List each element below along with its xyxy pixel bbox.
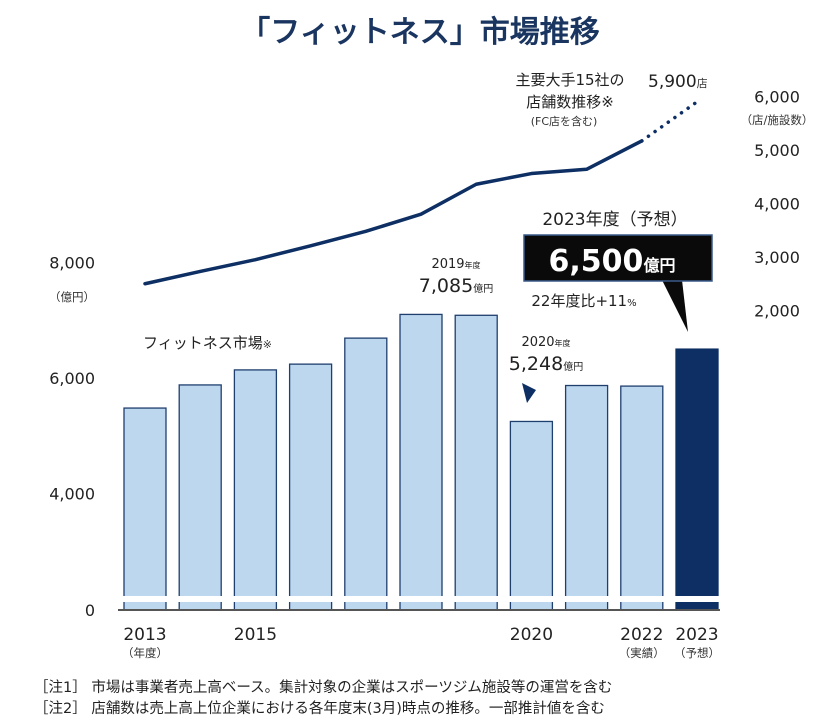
left-axis-tick: 4,000 (49, 485, 95, 504)
right-axis-tick: 3,000 (754, 248, 800, 267)
line-store-count (143, 139, 644, 286)
note-2: ［注2］ 店舗数は売上高上位企業における各年度末(3月)時点の推移。一部推計値を… (34, 701, 605, 717)
bar-2019 (454, 314, 498, 611)
line-series-note: (FC店を含む) (531, 114, 598, 128)
line-series-label-2: 店舗数推移※ (526, 93, 614, 111)
line-series-label-1: 主要大手15社の (515, 71, 624, 89)
x-tick-2023: 2023 (675, 625, 718, 645)
right-axis-tick: 5,000 (754, 141, 800, 160)
left-axis: 0 4,000 6,000 8,000 (49, 253, 95, 620)
left-axis-tick: 0 (85, 601, 95, 620)
chart-title: 「フィットネス」市場推移 (240, 15, 599, 50)
annotation-2020-value: 5,248億円 (509, 353, 583, 375)
right-axis-tick: 6,000 (754, 88, 800, 107)
bar-series (123, 313, 719, 611)
left-axis-tick: 6,000 (49, 369, 95, 388)
bar-2015 (233, 369, 278, 611)
x-tick-sub-2022: （実績） (619, 646, 665, 660)
x-tick-sub-2023: （予想） (674, 646, 720, 660)
axis-break (110, 596, 726, 602)
annotation-2020-year: 2020年度 (521, 335, 570, 350)
bar-2022 (620, 385, 664, 611)
annotation-2019-value: 7,085億円 (419, 275, 493, 297)
bar-2021 (564, 384, 609, 611)
x-axis: 2013（年度） 2015 2020 2022（実績） 2023（予想） (122, 625, 720, 660)
right-axis: 2,000 3,000 4,000 5,000 6,000 (754, 88, 800, 321)
line-end-label: 5,900店 (648, 72, 708, 92)
forecast-heading: 2023年度（予想） (542, 210, 687, 230)
line-store-count-forecast (640, 100, 699, 143)
line-series (143, 100, 699, 286)
x-tick-2015: 2015 (234, 625, 277, 645)
bar-2016 (288, 363, 333, 611)
x-tick-2022: 2022 (620, 625, 663, 645)
x-tick-2020: 2020 (510, 625, 553, 645)
bar-2013 (123, 407, 167, 611)
note-1: ［注1］ 市場は事業者売上高ベース。集計対象の企業はスポーツジム施設等の運営を含… (34, 680, 613, 696)
forecast-value: 6,500億円 (549, 244, 676, 279)
forecast-callout-pointer-icon (662, 280, 688, 332)
bar-2014 (178, 384, 222, 611)
bar-2020 (509, 420, 554, 611)
bar-2017 (344, 337, 388, 611)
right-axis-tick: 4,000 (754, 195, 800, 214)
fitness-market-chart: 「フィットネス」市場推移 0 4,000 6,000 8,000 （億円） 2,000… (49, 15, 814, 660)
x-tick-2013: 2013 (123, 625, 166, 645)
left-axis-unit: （億円） (49, 290, 95, 304)
forecast-growth: 22年度比+11% (531, 292, 636, 310)
forecast-callout-box (523, 234, 713, 282)
annotation-2020-pointer-icon (522, 383, 536, 403)
bar-2023 (675, 348, 719, 611)
annotation-2019-year: 2019年度 (431, 257, 480, 272)
right-axis-unit: （店/施設数） (741, 113, 814, 127)
bar-2018 (399, 313, 443, 611)
bar-series-label: フィットネス市場※ (143, 334, 272, 352)
left-axis-tick: 8,000 (49, 253, 95, 272)
x-tick-sub-2013: （年度） (122, 646, 168, 660)
right-axis-tick: 2,000 (754, 302, 800, 321)
